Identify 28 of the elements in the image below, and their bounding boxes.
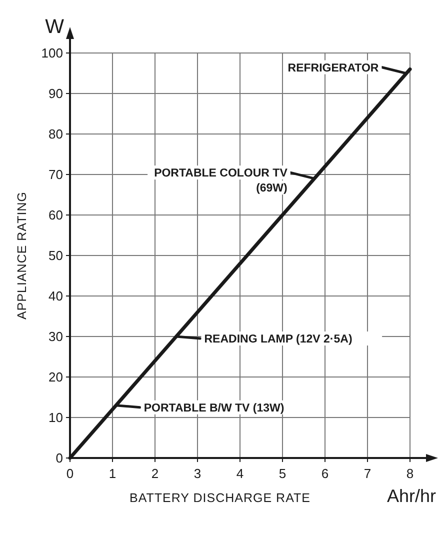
y-tick-label: 20 bbox=[48, 370, 63, 384]
annotation: PORTABLE COLOUR TV (69W) bbox=[154, 168, 288, 195]
x-tick-label: 4 bbox=[236, 466, 244, 481]
annotation: READING LAMP (12V 2·5A) bbox=[204, 334, 352, 346]
x-tick-label: 3 bbox=[194, 466, 202, 481]
text: W bbox=[45, 16, 64, 38]
x-tick-label: 7 bbox=[364, 466, 372, 481]
x-tick-label: 5 bbox=[278, 466, 286, 481]
y-tick-label: 40 bbox=[48, 288, 63, 304]
y-tick-label: 0 bbox=[56, 450, 63, 466]
x-tick-label: 6 bbox=[321, 466, 329, 481]
x-tick-label: 8 bbox=[406, 466, 414, 481]
x-tick-label: 1 bbox=[108, 466, 116, 481]
y-tick-label: 90 bbox=[48, 86, 63, 101]
annotation: REFRIGERATOR bbox=[288, 62, 380, 74]
annotation: PORTABLE B/W TV (13W) bbox=[144, 402, 284, 414]
y-tick-label: 80 bbox=[48, 126, 63, 142]
y-tick-label: 30 bbox=[48, 329, 63, 344]
y-tick-label: 60 bbox=[48, 208, 63, 222]
y-tick-label: 100 bbox=[41, 46, 63, 60]
x-axis-title: BATTERY DISCHARGE RATE bbox=[130, 491, 310, 505]
y-tick-label: 50 bbox=[48, 248, 63, 263]
y-axis-title: APPLIANCE RATING bbox=[15, 192, 29, 320]
y-tick-label: 10 bbox=[48, 410, 63, 425]
x-tick-label: 2 bbox=[151, 466, 159, 481]
x-tick-label: 0 bbox=[66, 466, 74, 481]
text: Ahr/hr bbox=[386, 486, 436, 506]
y-tick-label: 70 bbox=[48, 167, 63, 182]
